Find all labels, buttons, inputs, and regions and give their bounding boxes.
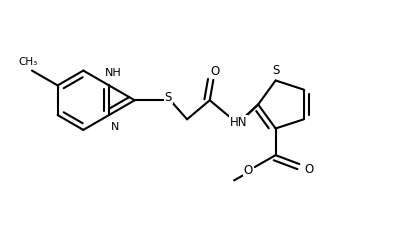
Text: S: S xyxy=(165,91,172,104)
Text: NH: NH xyxy=(104,68,121,78)
Text: HN: HN xyxy=(230,116,247,129)
Text: O: O xyxy=(211,65,220,78)
Text: S: S xyxy=(272,64,279,77)
Text: O: O xyxy=(243,165,253,177)
Text: N: N xyxy=(111,122,119,132)
Text: O: O xyxy=(305,164,314,176)
Text: CH₃: CH₃ xyxy=(19,57,37,67)
